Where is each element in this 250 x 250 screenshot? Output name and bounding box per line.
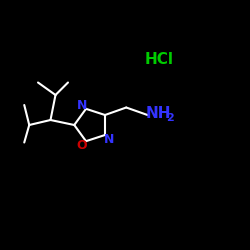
- Text: N: N: [77, 98, 88, 112]
- Text: 2: 2: [166, 113, 173, 123]
- Text: O: O: [76, 139, 87, 152]
- Text: NH: NH: [145, 106, 171, 121]
- Text: HCl: HCl: [144, 52, 173, 68]
- Text: N: N: [104, 133, 114, 146]
